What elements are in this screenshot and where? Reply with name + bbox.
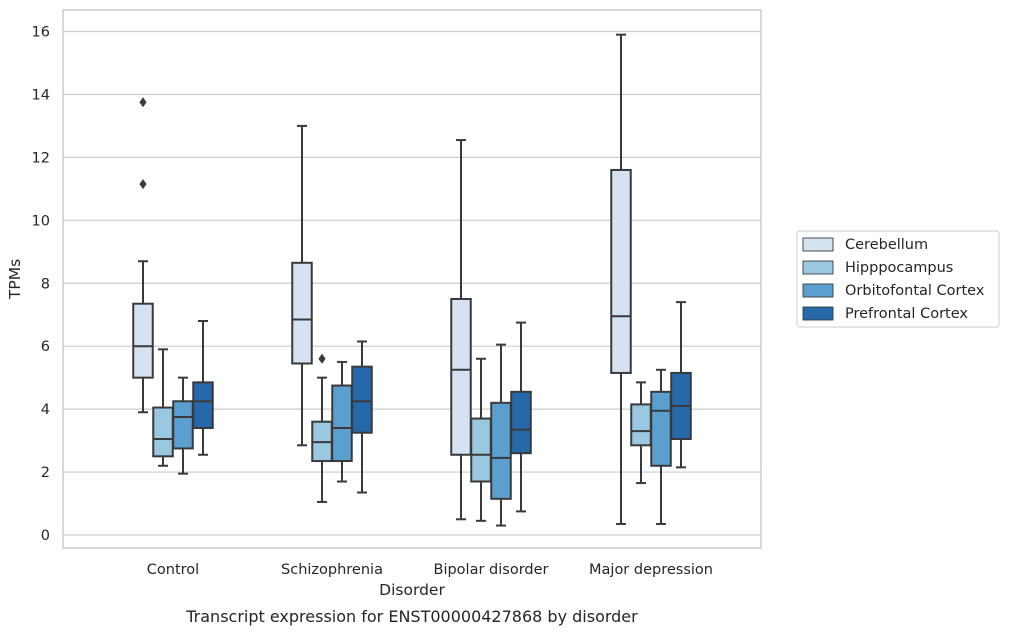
chart-caption: Transcript expression for ENST0000042786… [185,607,638,626]
legend-label: Hipppocampus [845,260,953,276]
y-tick-labels: 0 2 4 6 8 10 12 14 16 [32,25,50,545]
legend-label: Prefrontal Cortex [845,306,968,322]
box-group [351,340,373,494]
outlier-point [139,179,147,190]
y-tick-label: 10 [32,213,50,229]
legend-label: Cerebellum [845,237,928,253]
series-cerebellum [132,33,632,525]
box-iqr [490,401,512,500]
legend-swatch [802,237,834,252]
outlier-point [318,353,326,364]
box-group [450,139,472,521]
box-group [650,368,672,525]
legend: Cerebellum Hipppocampus Orbitofontal Corte… [796,230,1000,328]
y-tick-label: 16 [32,25,50,41]
outlier-point [139,97,147,108]
box-iqr [351,365,373,434]
box-group [510,321,532,513]
box-iqr [450,297,472,456]
box-iqr [610,168,632,374]
y-tick-label: 2 [41,465,50,481]
box-group [490,343,512,527]
x-axis-title: Disorder [379,581,445,599]
y-tick-label: 12 [32,150,50,166]
legend-swatch [802,283,834,298]
box-group [630,381,652,485]
y-tick-label: 8 [41,276,50,292]
box-group [152,348,174,467]
box-iqr [152,406,174,458]
box-iqr [192,381,214,430]
series-prefrontal-cortex [192,301,692,513]
box-group [132,97,154,414]
y-tick-label: 14 [32,87,50,103]
box-series [132,33,692,527]
legend-swatch [802,306,834,321]
box-group [610,33,632,525]
legend-frame [796,230,1000,328]
y-axis-title: TPMs [6,259,24,300]
box-group [172,376,194,475]
x-tick-label: Schizophrenia [281,562,383,578]
x-tick-label: Bipolar disorder [434,562,549,578]
box-iqr [630,403,652,447]
box-group [311,353,333,503]
box-iqr [331,384,353,463]
box-iqr [132,302,154,379]
y-tick-label: 0 [41,528,50,544]
y-tick-label: 4 [41,402,50,418]
box-group [192,320,214,456]
box-iqr [510,390,532,455]
series-orbitofontal-cortex [172,343,672,527]
box-iqr [470,417,492,483]
box-group [470,357,492,522]
x-tick-label: Major depression [589,562,713,578]
y-tick-label: 6 [41,339,50,355]
series-hipppocampus [152,348,652,522]
legend-swatch [802,260,834,275]
x-tick-labels: Control Schizophrenia Bipolar disorder Majo… [147,562,713,578]
legend-label: Orbitofontal Cortex [845,283,985,299]
box-group [670,301,692,469]
x-tick-label: Control [147,562,199,578]
box-iqr [172,400,194,450]
box-group [291,124,313,447]
plot-frame [62,9,762,549]
box-group [331,360,353,483]
box-iqr [291,261,313,365]
box-iqr [650,390,672,467]
